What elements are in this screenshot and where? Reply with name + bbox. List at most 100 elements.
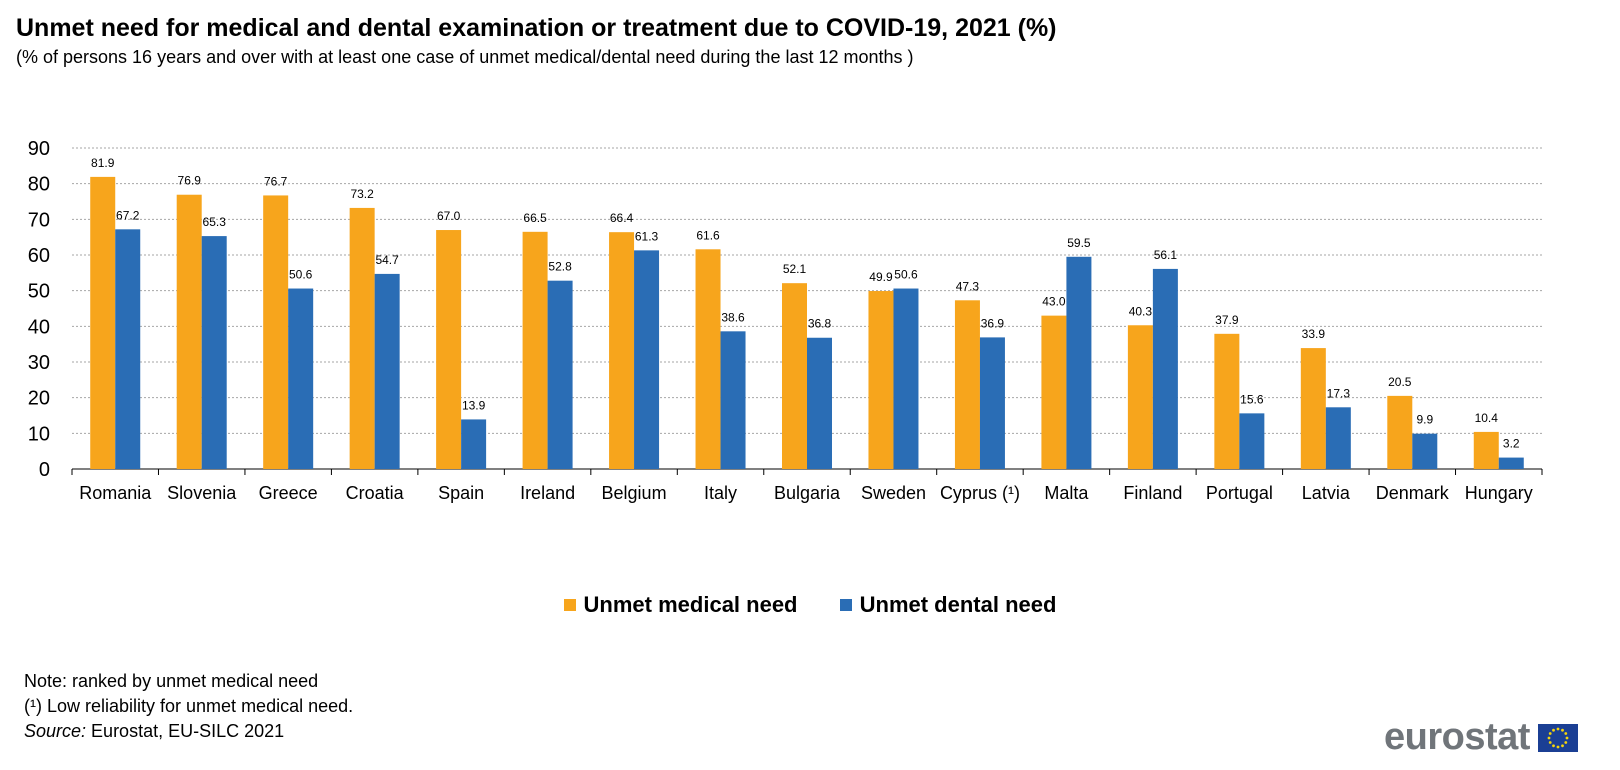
legend-label-medical: Unmet medical need <box>583 592 798 617</box>
data-label-medical: 66.5 <box>523 211 547 225</box>
x-tick-label: Slovenia <box>167 483 237 503</box>
data-label-medical: 67.0 <box>437 209 461 223</box>
bar-dental <box>547 280 573 469</box>
data-label-medical: 40.3 <box>1129 304 1153 318</box>
y-tick-label: 90 <box>28 138 50 160</box>
data-label-dental: 50.6 <box>894 268 918 282</box>
data-label-medical: 52.1 <box>783 262 807 276</box>
data-label-dental: 56.1 <box>1154 248 1178 262</box>
data-label-medical: 33.9 <box>1302 327 1326 341</box>
bar-dental <box>461 419 487 469</box>
bar-dental <box>1066 256 1092 469</box>
bar-dental <box>1498 457 1524 469</box>
bar-dental <box>1152 268 1178 469</box>
data-label-dental: 54.7 <box>375 253 399 267</box>
data-label-dental: 13.9 <box>462 398 486 412</box>
bar-medical <box>176 194 202 469</box>
chart-legend: Unmet medical need Unmet dental need <box>0 592 1620 618</box>
data-label-medical: 20.5 <box>1388 375 1412 389</box>
data-label-medical: 73.2 <box>350 187 374 201</box>
bar-medical <box>782 283 807 469</box>
flag-star <box>1552 743 1556 747</box>
x-tick-label: Belgium <box>602 483 667 503</box>
x-tick-label: Spain <box>438 483 484 503</box>
legend-item-dental: Unmet dental need <box>839 592 1057 618</box>
flag-star <box>1561 728 1565 732</box>
flag-star <box>1564 731 1568 735</box>
x-tick-label: Portugal <box>1206 483 1273 503</box>
chart-notes: Note: ranked by unmet medical need (¹) L… <box>24 669 353 744</box>
flag-star <box>1547 736 1551 739</box>
bar-dental <box>288 288 314 469</box>
source-line: Source: Eurostat, EU-SILC 2021 <box>24 719 353 744</box>
x-tick-label: Greece <box>259 483 318 503</box>
eurostat-logo-text: eurostat <box>1384 716 1530 758</box>
y-tick-label: 10 <box>28 423 50 445</box>
data-label-dental: 17.3 <box>1327 386 1351 400</box>
data-label-medical: 61.6 <box>696 228 720 242</box>
data-label-dental: 36.9 <box>981 316 1005 330</box>
bar-dental <box>807 337 832 469</box>
source-text: Eurostat, EU-SILC 2021 <box>86 721 285 741</box>
data-label-dental: 9.9 <box>1416 413 1433 427</box>
y-tick-label: 20 <box>28 388 50 410</box>
bar-medical <box>1300 348 1326 469</box>
y-tick-label: 0 <box>39 459 50 481</box>
x-tick-label: Ireland <box>520 483 575 503</box>
y-tick-label: 80 <box>28 174 50 196</box>
flag-star <box>1565 736 1569 739</box>
ranking-note: Note: ranked by unmet medical need <box>24 671 319 691</box>
bar-medical <box>1127 325 1153 469</box>
bar-dental <box>979 337 1005 469</box>
x-tick-label: Hungary <box>1465 483 1533 503</box>
data-label-dental: 65.3 <box>203 215 227 229</box>
data-label-dental: 59.5 <box>1067 236 1091 250</box>
bar-dental <box>1325 407 1351 469</box>
bar-medical <box>1041 315 1067 469</box>
data-label-dental: 61.3 <box>635 229 659 243</box>
flag-star <box>1561 743 1565 747</box>
flag-star <box>1549 740 1552 744</box>
data-label-dental: 3.2 <box>1503 437 1520 451</box>
data-label-dental: 38.6 <box>721 310 745 324</box>
x-tick-label: Romania <box>79 483 152 503</box>
bar-medical <box>868 291 894 469</box>
y-tick-label: 60 <box>28 245 50 267</box>
y-tick-label: 40 <box>28 316 50 338</box>
bar-medical <box>695 249 721 469</box>
x-tick-label: Denmark <box>1376 483 1450 503</box>
x-tick-label: Bulgaria <box>774 483 841 503</box>
bar-medical <box>609 232 635 469</box>
legend-item-medical: Unmet medical need <box>563 592 798 618</box>
legend-label-dental: Unmet dental need <box>859 592 1057 617</box>
data-label-medical: 76.9 <box>178 174 202 188</box>
x-tick-label: Cyprus (¹) <box>940 483 1020 503</box>
x-tick-label: Italy <box>704 483 737 503</box>
data-label-medical: 49.9 <box>869 270 893 284</box>
bar-medical <box>954 300 980 469</box>
data-label-dental: 36.8 <box>808 317 832 331</box>
legend-swatch-medical <box>563 599 576 611</box>
y-tick-label: 50 <box>28 281 50 303</box>
flag-star <box>1549 731 1552 735</box>
bar-medical <box>522 231 548 469</box>
bar-medical <box>90 176 116 469</box>
x-tick-label: Croatia <box>346 483 405 503</box>
data-label-dental: 67.2 <box>116 208 140 222</box>
bar-dental <box>634 250 660 469</box>
bar-dental <box>1412 433 1438 469</box>
y-tick-label: 70 <box>28 209 50 231</box>
data-label-medical: 66.4 <box>610 211 634 225</box>
x-tick-label: Sweden <box>861 483 926 503</box>
bar-dental <box>720 331 746 469</box>
bar-dental <box>201 236 227 469</box>
bar-medical <box>1214 333 1240 469</box>
data-label-dental: 50.6 <box>289 268 313 282</box>
data-label-medical: 37.9 <box>1215 313 1239 327</box>
data-label-medical: 10.4 <box>1475 411 1499 425</box>
bar-medical <box>436 230 462 469</box>
bar-medical <box>349 207 375 470</box>
bar-medical <box>1473 431 1499 469</box>
flag-star <box>1564 740 1568 744</box>
data-label-medical: 81.9 <box>91 156 115 170</box>
